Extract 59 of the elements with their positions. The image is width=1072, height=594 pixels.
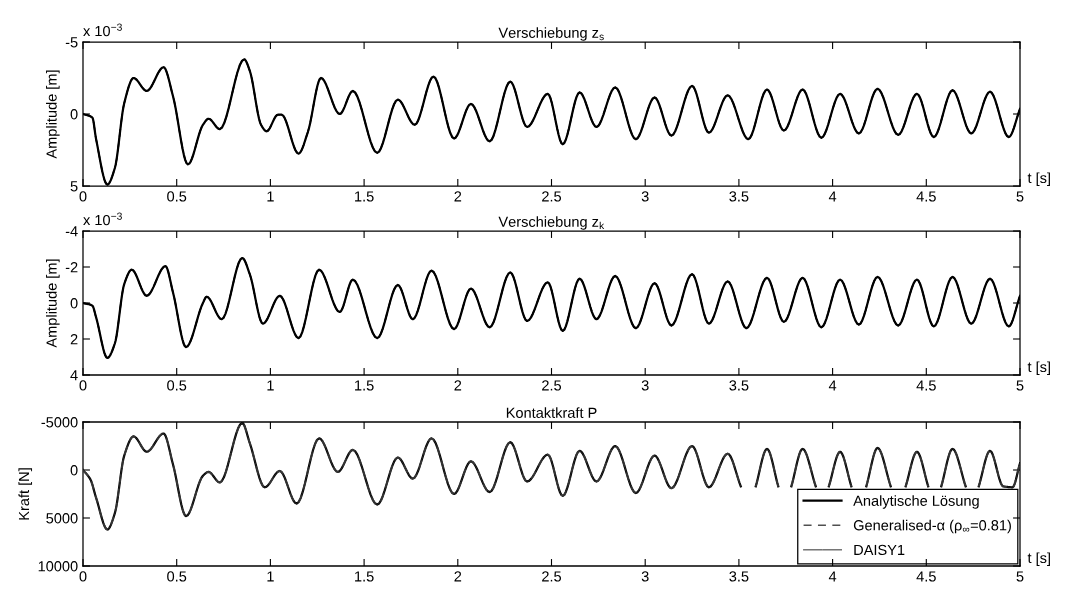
legend-label: Analytische Lösung — [853, 495, 979, 509]
x-tick-label: 0.5 — [167, 380, 187, 391]
x-tick-label: 2.5 — [542, 380, 562, 391]
x-tick-label: 4.5 — [916, 191, 936, 202]
y-axis-title: Amplitude [m] — [46, 70, 60, 159]
y-tick-label: 4 — [70, 370, 78, 381]
x-tick-label: 4.5 — [916, 571, 936, 582]
x-tick-label: 5 — [1016, 191, 1024, 202]
y-tick-label: -4 — [65, 226, 78, 237]
x-tick-label: 5 — [1016, 571, 1024, 582]
y-tick-label: 2 — [70, 334, 78, 345]
x-tick-label: 4 — [828, 191, 837, 202]
x-tick-label: 3.5 — [729, 380, 749, 391]
x-tick-label: 5 — [1016, 380, 1024, 391]
legend-label: DAISY1 — [854, 544, 905, 556]
legend-label: Generalised-α (ρ$_{∞}$=0.81) — [853, 519, 1011, 534]
y-tick-label: -5000 — [41, 417, 78, 428]
x-tick-label: 1.5 — [355, 380, 374, 391]
y-tick-label: 0 — [70, 109, 78, 120]
x-axis-title: t [s] — [1027, 552, 1050, 566]
y-tick-label: -2 — [65, 262, 78, 273]
x-tick-label: 0 — [79, 191, 87, 202]
chart-title: Kontaktkraft P — [506, 407, 597, 418]
x-tick-label: 0 — [79, 571, 87, 582]
y-tick-label: -5 — [65, 37, 78, 48]
y-axis-title: Amplitude [m] — [46, 259, 60, 348]
x-tick-label: 3.5 — [729, 191, 749, 202]
chart-title: Verschiebung z$_{s}$ — [498, 27, 604, 41]
x-tick-label: 1.5 — [355, 191, 374, 202]
x-tick-label: 1 — [267, 191, 274, 202]
y-tick-label: 0 — [70, 465, 78, 476]
x-tick-label: 1 — [267, 571, 274, 582]
text: x 10$^{−3}$ — [83, 23, 122, 37]
x-tick-label: 2.5 — [542, 571, 562, 582]
x-tick-label: 1.5 — [355, 571, 374, 582]
x-tick-label: 3 — [641, 571, 649, 582]
x-tick-label: 0.5 — [167, 571, 187, 582]
x-tick-label: 2 — [454, 380, 462, 391]
y-axis-title: Kraft [N] — [18, 468, 33, 520]
x-tick-label: 4.5 — [916, 380, 936, 391]
x-axis-title: t [s] — [1027, 172, 1050, 186]
x-tick-label: 0.5 — [167, 191, 187, 202]
x-tick-label: 3 — [641, 380, 649, 391]
x-tick-label: 4 — [828, 571, 837, 582]
x-tick-label: 2 — [454, 571, 462, 582]
x-tick-label: 2 — [454, 191, 462, 202]
y-tick-label: 5000 — [46, 513, 78, 524]
x-tick-label: 3 — [641, 191, 649, 202]
y-tick-label: 10000 — [38, 561, 78, 572]
chart-title: Verschiebung z$_{k}$ — [498, 216, 605, 230]
x-tick-label: 1 — [267, 380, 274, 391]
text: x 10$^{−3}$ — [83, 212, 122, 226]
y-tick-label: 5 — [70, 181, 78, 192]
x-tick-label: 0 — [79, 380, 87, 391]
x-tick-label: 4 — [828, 380, 837, 391]
x-tick-label: 3.5 — [729, 571, 749, 582]
y-tick-label: 0 — [70, 298, 78, 309]
x-axis-title: t [s] — [1027, 361, 1050, 375]
x-tick-label: 2.5 — [542, 191, 562, 202]
